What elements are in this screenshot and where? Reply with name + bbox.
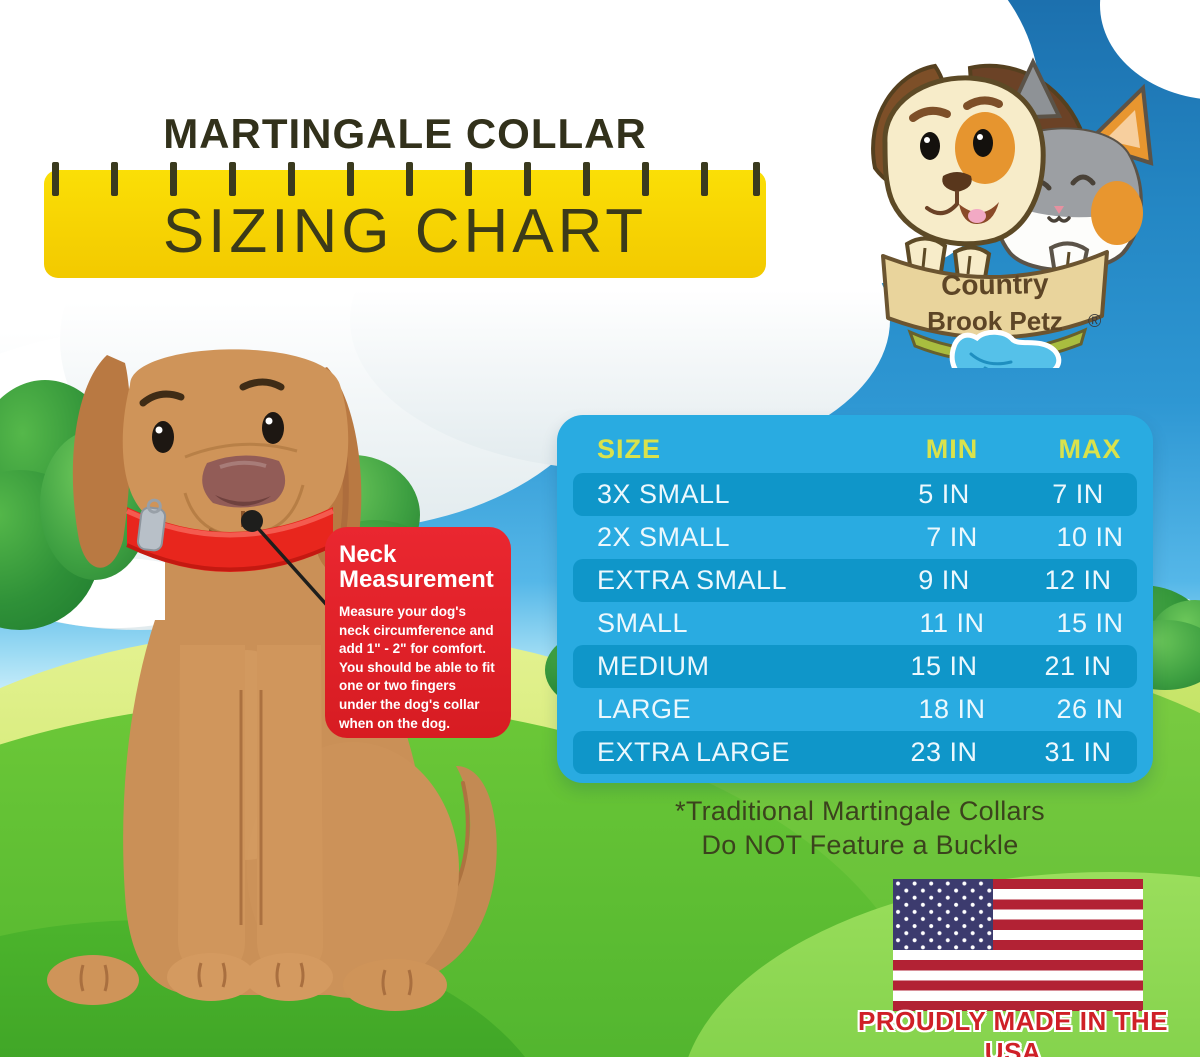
cell-size: 2X SMALL	[597, 522, 731, 552]
cell-max: 10 IN	[1056, 522, 1124, 552]
cell-min: 23 IN	[910, 737, 978, 767]
table-row: EXTRA LARGE 23 IN 31 IN	[573, 731, 1137, 774]
cell-max: 31 IN	[1044, 737, 1112, 767]
table-row: 2X SMALL 7 IN 10 IN	[557, 516, 1153, 559]
cell-size: SMALL	[597, 608, 689, 638]
table-row: 3X SMALL 5 IN 7 IN	[573, 473, 1137, 516]
page-title: MARTINGALE COLLAR	[163, 110, 647, 157]
table-row: LARGE 18 IN 26 IN	[557, 688, 1153, 731]
cell-max: 12 IN	[1044, 565, 1112, 595]
collar-tag	[136, 498, 167, 552]
cell-size: EXTRA SMALL	[597, 565, 788, 595]
callout-heading: Neck Measurement	[339, 541, 494, 593]
cell-size: EXTRA LARGE	[597, 737, 791, 767]
col-header-size: SIZE	[597, 433, 662, 464]
cell-size: 3X SMALL	[597, 479, 731, 509]
neck-measurement-callout: Neck Measurement Measure your dog's neck…	[325, 527, 511, 738]
buckle-footnote: *Traditional Martingale Collars Do NOT F…	[675, 796, 1045, 860]
table-row: SMALL 11 IN 15 IN	[557, 602, 1153, 645]
registered-trademark: ®	[1088, 311, 1102, 331]
ruler-graphic: SIZING CHART	[44, 162, 766, 278]
cell-size: LARGE	[597, 694, 692, 724]
cell-max: 21 IN	[1044, 651, 1112, 681]
cell-size: MEDIUM	[597, 651, 710, 681]
ruler-tick	[347, 162, 354, 196]
ruler-tick	[111, 162, 118, 196]
us-flag	[893, 879, 1143, 1011]
brand-logo: Country Brook Petz	[871, 57, 1154, 368]
table-row: EXTRA SMALL 9 IN 12 IN	[573, 559, 1137, 602]
cell-min: 18 IN	[918, 694, 986, 724]
cell-min: 11 IN	[919, 608, 985, 638]
ruler-tick	[288, 162, 295, 196]
size-table-header-row: SIZE MIN MAX	[557, 425, 1153, 473]
ruler-tick	[583, 162, 590, 196]
page-subtitle: SIZING CHART	[162, 196, 648, 266]
cell-max: 26 IN	[1056, 694, 1124, 724]
cell-min: 5 IN	[918, 479, 970, 509]
us-flag-canton	[893, 879, 993, 950]
ruler-tick	[406, 162, 413, 196]
cell-max: 15 IN	[1056, 608, 1124, 638]
ruler-tick	[524, 162, 531, 196]
ruler-tick	[642, 162, 649, 196]
ruler-tick	[753, 162, 760, 196]
table-row: MEDIUM 15 IN 21 IN	[573, 645, 1137, 688]
cell-min: 7 IN	[926, 522, 978, 552]
cell-min: 15 IN	[910, 651, 978, 681]
ruler-tick	[465, 162, 472, 196]
brand-name-top: Country	[941, 268, 1049, 301]
ruler-tick	[52, 162, 59, 196]
cell-max: 7 IN	[1052, 479, 1104, 509]
made-in-usa-label: PROUDLY MADE IN THE USA	[858, 1006, 1168, 1057]
callout-body: Measure your dog's neck circumference an…	[339, 603, 495, 731]
col-header-min: MIN	[925, 433, 979, 464]
cell-min: 9 IN	[918, 565, 970, 595]
ruler-tick	[701, 162, 708, 196]
ruler-tick	[170, 162, 177, 196]
ruler-tick	[229, 162, 236, 196]
col-header-max: MAX	[1058, 433, 1122, 464]
size-table: SIZE MIN MAX 3X SMALL 5 IN 7 IN 2X SMALL…	[557, 415, 1153, 783]
